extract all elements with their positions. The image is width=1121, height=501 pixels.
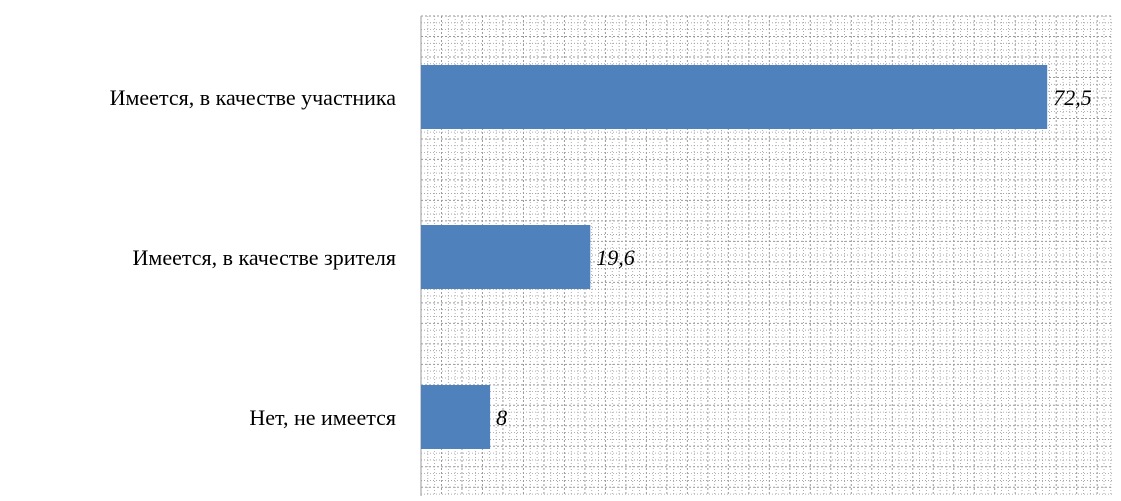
bar-2 — [421, 225, 591, 289]
category-label-1: Имеется, в качестве участника — [110, 85, 397, 110]
bars-group — [421, 65, 1048, 449]
category-label-2: Имеется, в качестве зрителя — [133, 245, 396, 270]
bar-3 — [421, 385, 491, 449]
bar-1 — [421, 65, 1048, 129]
value-label-3: 8 — [496, 405, 507, 430]
value-label-1: 72,5 — [1053, 85, 1092, 110]
value-label-2: 19,6 — [596, 245, 635, 270]
labels-group: Имеется, в качестве участника 72,5 Имеется… — [110, 85, 1092, 430]
category-label-3: Нет, не имеется — [249, 405, 396, 430]
